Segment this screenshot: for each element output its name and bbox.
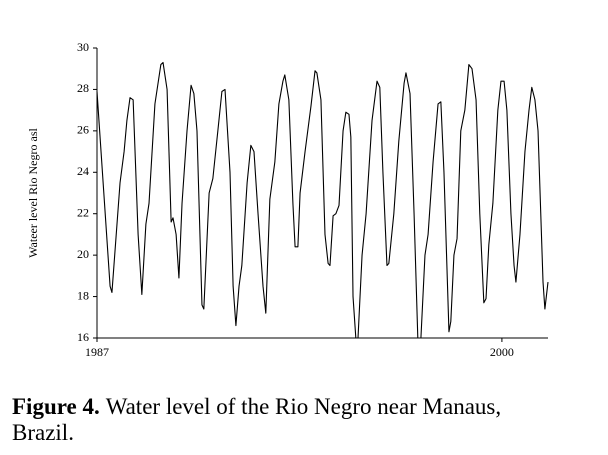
y-tick-label: 22 (77, 205, 89, 219)
y-tick-label: 24 (77, 164, 89, 178)
series-line (96, 61, 549, 339)
y-tick-label: 20 (77, 247, 89, 261)
caption-text-wrap: Brazil. (12, 420, 74, 445)
caption-label: Figure 4. (12, 394, 100, 419)
y-tick-label: 28 (77, 81, 89, 95)
x-tick-label: 1987 (85, 345, 109, 359)
caption: Figure 4. Water level of the Rio Negro ne… (12, 394, 501, 445)
y-tick-label: 30 (77, 40, 89, 54)
y-tick-label: 16 (77, 330, 89, 344)
x-tick-label: 2000 (490, 345, 514, 359)
caption-text: Water level of the Rio Negro near Manaus… (106, 394, 501, 419)
y-axis-label: Wateer level Rio Negro asl (26, 128, 40, 258)
y-tick-label: 18 (77, 288, 89, 302)
y-tick-label: 26 (77, 123, 89, 137)
